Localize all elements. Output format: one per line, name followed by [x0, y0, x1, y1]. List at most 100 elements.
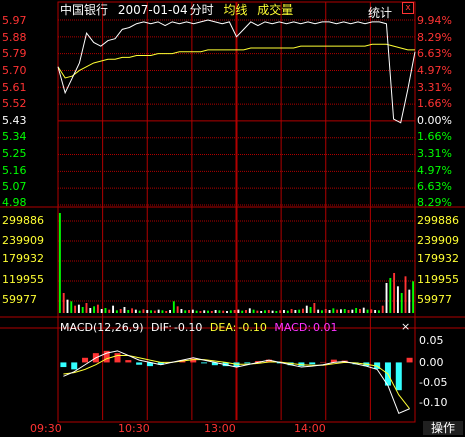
close-macd-icon[interactable]: ×	[401, 320, 411, 333]
volume-bar	[377, 310, 380, 313]
volume-bar	[77, 304, 80, 313]
chart-grid	[0, 1, 465, 423]
volume-bar	[62, 292, 65, 313]
volume-bar	[317, 309, 320, 313]
time-tick: 09:30	[30, 422, 62, 435]
volume-bar	[313, 302, 316, 313]
stock-name[interactable]: 中国银行	[60, 3, 109, 17]
volume-bar	[199, 310, 202, 313]
volume-tick: 179932	[417, 252, 459, 265]
volume-bar	[237, 309, 240, 313]
volume-bar	[191, 309, 194, 313]
price-line	[57, 19, 416, 124]
time-tick: 13:00	[204, 422, 236, 435]
chart-date: 2007-01-04	[117, 3, 188, 17]
volume-bar	[370, 309, 373, 313]
volume-bar	[309, 306, 312, 313]
macd-title[interactable]: MACD(12,26,9)	[60, 321, 144, 334]
operation-button[interactable]: 操作	[423, 421, 463, 435]
volume-bar	[85, 302, 88, 313]
volume-bar	[203, 310, 206, 313]
volume-bar	[248, 308, 251, 313]
volume-bar	[142, 309, 145, 313]
stats-button[interactable]: 统计	[368, 6, 393, 20]
dif-value: -0.10	[173, 321, 203, 334]
volume-bar	[366, 309, 369, 313]
volume-tick: 179932	[2, 252, 44, 265]
macd-tick: 0.05	[419, 334, 444, 347]
volume-tick: 119955	[417, 273, 459, 286]
volume-bar	[305, 305, 308, 313]
macd-bar	[114, 353, 121, 363]
macd-bar	[103, 350, 110, 363]
volume-bar	[153, 310, 156, 313]
volume-bar	[374, 309, 377, 313]
volume-bar	[184, 310, 187, 313]
volume-bar	[264, 310, 266, 313]
chart-header: 中国银行 2007-01-04 分时 均线 成交量	[60, 3, 299, 17]
volume-bar	[252, 309, 255, 313]
volume-bar	[58, 213, 61, 313]
volume-bar	[279, 310, 282, 313]
macd-tick: -0.10	[419, 396, 448, 409]
volume-bar	[404, 276, 407, 313]
pct-tick: 4.97%	[417, 164, 452, 177]
volume-bar	[396, 286, 399, 313]
volume-bars	[58, 213, 415, 313]
volume-tick: 299886	[2, 214, 44, 227]
volume-bar	[362, 307, 365, 313]
dea-label: DEA:	[209, 321, 237, 334]
time-tick: 10:30	[118, 422, 150, 435]
volume-bar	[226, 310, 228, 313]
macd-bar	[136, 362, 143, 365]
macd-label: MACD:	[274, 321, 312, 334]
macd-bar	[265, 359, 272, 363]
volume-bar	[112, 305, 115, 313]
price-tick: 5.07	[2, 180, 27, 193]
close-panel-icon[interactable]: x	[402, 2, 414, 14]
volume-bar	[389, 277, 392, 313]
volume-tick: 239909	[417, 234, 459, 247]
volume-bar	[157, 309, 160, 313]
volume-bar	[100, 308, 103, 313]
volume-bar	[108, 309, 111, 313]
price-tick: 5.34	[2, 130, 27, 143]
volume-bar	[218, 310, 221, 313]
volume-tick: 59977	[2, 293, 37, 306]
pct-tick: 9.94%	[417, 14, 452, 27]
volume-bar	[188, 309, 190, 313]
volume-bar	[351, 309, 354, 313]
pct-tick: 8.29%	[417, 31, 452, 44]
volume-bar	[138, 310, 141, 313]
volume-bar	[127, 309, 130, 313]
volume-bar	[324, 308, 327, 313]
macd-bar	[146, 362, 153, 367]
volume-bar	[336, 309, 339, 313]
volume-bar	[245, 309, 247, 313]
volume-bar	[119, 308, 122, 313]
volume-label[interactable]: 成交量	[257, 3, 294, 17]
volume-bar	[104, 307, 107, 313]
volume-bar	[81, 306, 84, 313]
dea-value: -0.10	[238, 321, 267, 334]
pct-tick: 4.97%	[417, 64, 452, 77]
avg-line-label[interactable]: 均线	[223, 3, 248, 17]
volume-bar	[260, 310, 263, 313]
price-tick: 5.61	[2, 81, 27, 94]
volume-bar	[241, 310, 244, 313]
volume-bar	[93, 306, 96, 313]
pct-tick: 6.63%	[417, 180, 452, 193]
volume-bar	[210, 310, 213, 313]
macd-bar	[211, 362, 218, 366]
macd-bar	[190, 358, 197, 363]
volume-tick: 119955	[2, 273, 44, 286]
volume-bar	[169, 309, 171, 313]
volume-bar	[222, 310, 225, 313]
volume-bar	[123, 306, 126, 313]
volume-bar	[271, 310, 274, 313]
volume-bar	[256, 310, 259, 313]
volume-bar	[298, 309, 301, 313]
pct-tick: 3.31%	[417, 147, 452, 160]
volume-bar	[66, 299, 69, 313]
volume-bar	[343, 308, 346, 313]
